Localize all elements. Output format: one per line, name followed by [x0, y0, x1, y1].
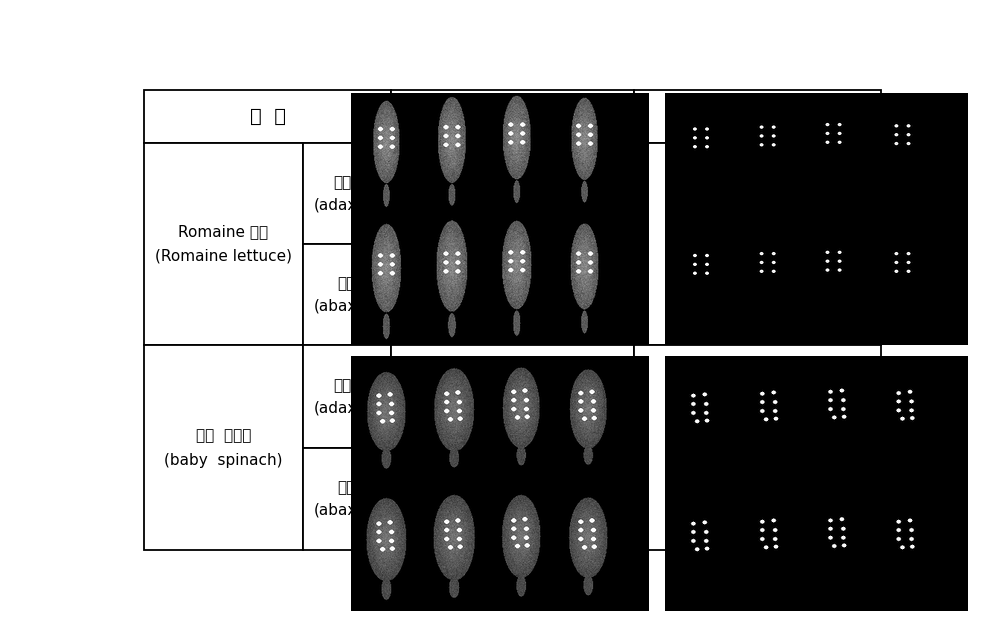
- Text: 아랫면
(adaxial): 아랫면 (adaxial): [313, 378, 380, 415]
- Bar: [391, 90, 634, 143]
- Bar: [144, 345, 303, 550]
- Bar: [634, 143, 881, 345]
- Bar: [303, 345, 391, 448]
- Text: 아랫면
(adaxial): 아랫면 (adaxial): [313, 175, 380, 212]
- Bar: [303, 448, 391, 550]
- Text: 비  영상
(Ratio  Image): 비 영상 (Ratio Image): [454, 95, 572, 138]
- Text: 윗면
(abaxial): 윗면 (abaxial): [313, 481, 380, 518]
- Bar: [303, 244, 391, 345]
- Text: 윗면
(abaxial): 윗면 (abaxial): [313, 276, 380, 313]
- Text: 구  분: 구 분: [250, 107, 286, 126]
- Text: 어린  시금치
(baby  spinach): 어린 시금치 (baby spinach): [164, 428, 283, 467]
- Bar: [144, 90, 391, 143]
- Text: 이치화  영상
(Binary  Image): 이치화 영상 (Binary Image): [693, 95, 822, 138]
- Text: Romaine 상추
(Romaine lettuce): Romaine 상추 (Romaine lettuce): [155, 225, 292, 264]
- Bar: [391, 143, 634, 345]
- Bar: [144, 143, 303, 345]
- Bar: [391, 345, 634, 550]
- Bar: [634, 345, 881, 550]
- Bar: [634, 90, 881, 143]
- Bar: [303, 143, 391, 244]
